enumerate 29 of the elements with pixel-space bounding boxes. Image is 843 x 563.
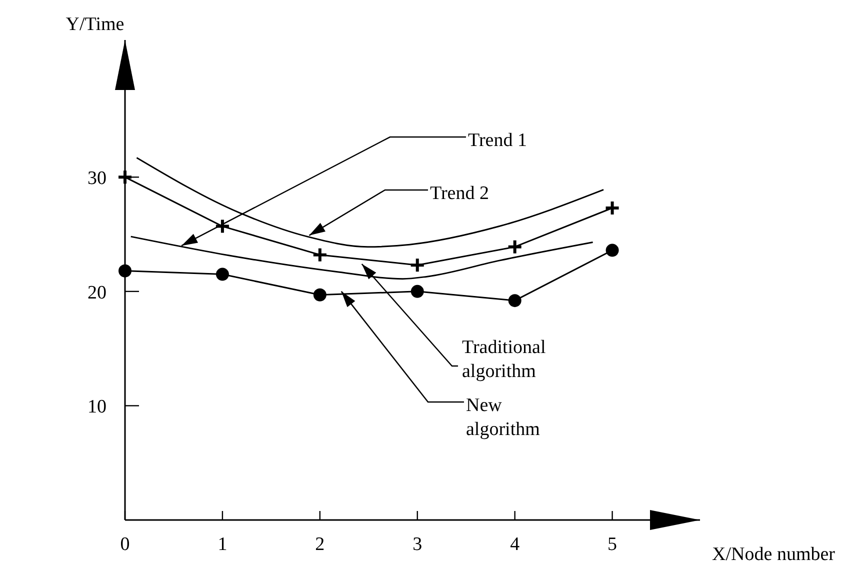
point <box>216 268 229 281</box>
point <box>117 169 133 186</box>
point <box>410 284 424 298</box>
x-tick-label: 5 <box>608 534 618 555</box>
annotation: Trend 1 <box>468 130 527 151</box>
y-axis-title: Y/Time <box>66 14 124 35</box>
point <box>606 244 619 257</box>
y-tick-label: 10 <box>88 396 106 418</box>
x-tick-label: 2 <box>315 534 325 555</box>
x-axis-title: X/Node number <box>712 544 836 563</box>
line-series <box>130 236 594 280</box>
point <box>409 257 426 274</box>
annotation: Trend 2 <box>430 183 489 204</box>
point <box>313 288 326 302</box>
point <box>506 238 523 255</box>
x-tick-label: 0 <box>120 534 130 555</box>
x-tick-label: 1 <box>218 534 228 555</box>
point <box>312 246 328 263</box>
x-tick-label: 4 <box>510 534 520 555</box>
point <box>508 294 522 308</box>
point <box>118 264 132 278</box>
point <box>604 200 620 216</box>
point <box>214 218 230 234</box>
y-tick-label: 20 <box>88 282 106 304</box>
annotation: Traditional algorithm <box>462 337 546 382</box>
x-tick-label: 3 <box>412 534 422 555</box>
y-tick-label: 30 <box>88 168 106 190</box>
line-series <box>136 156 604 248</box>
annotation: New algorithm <box>466 395 540 440</box>
